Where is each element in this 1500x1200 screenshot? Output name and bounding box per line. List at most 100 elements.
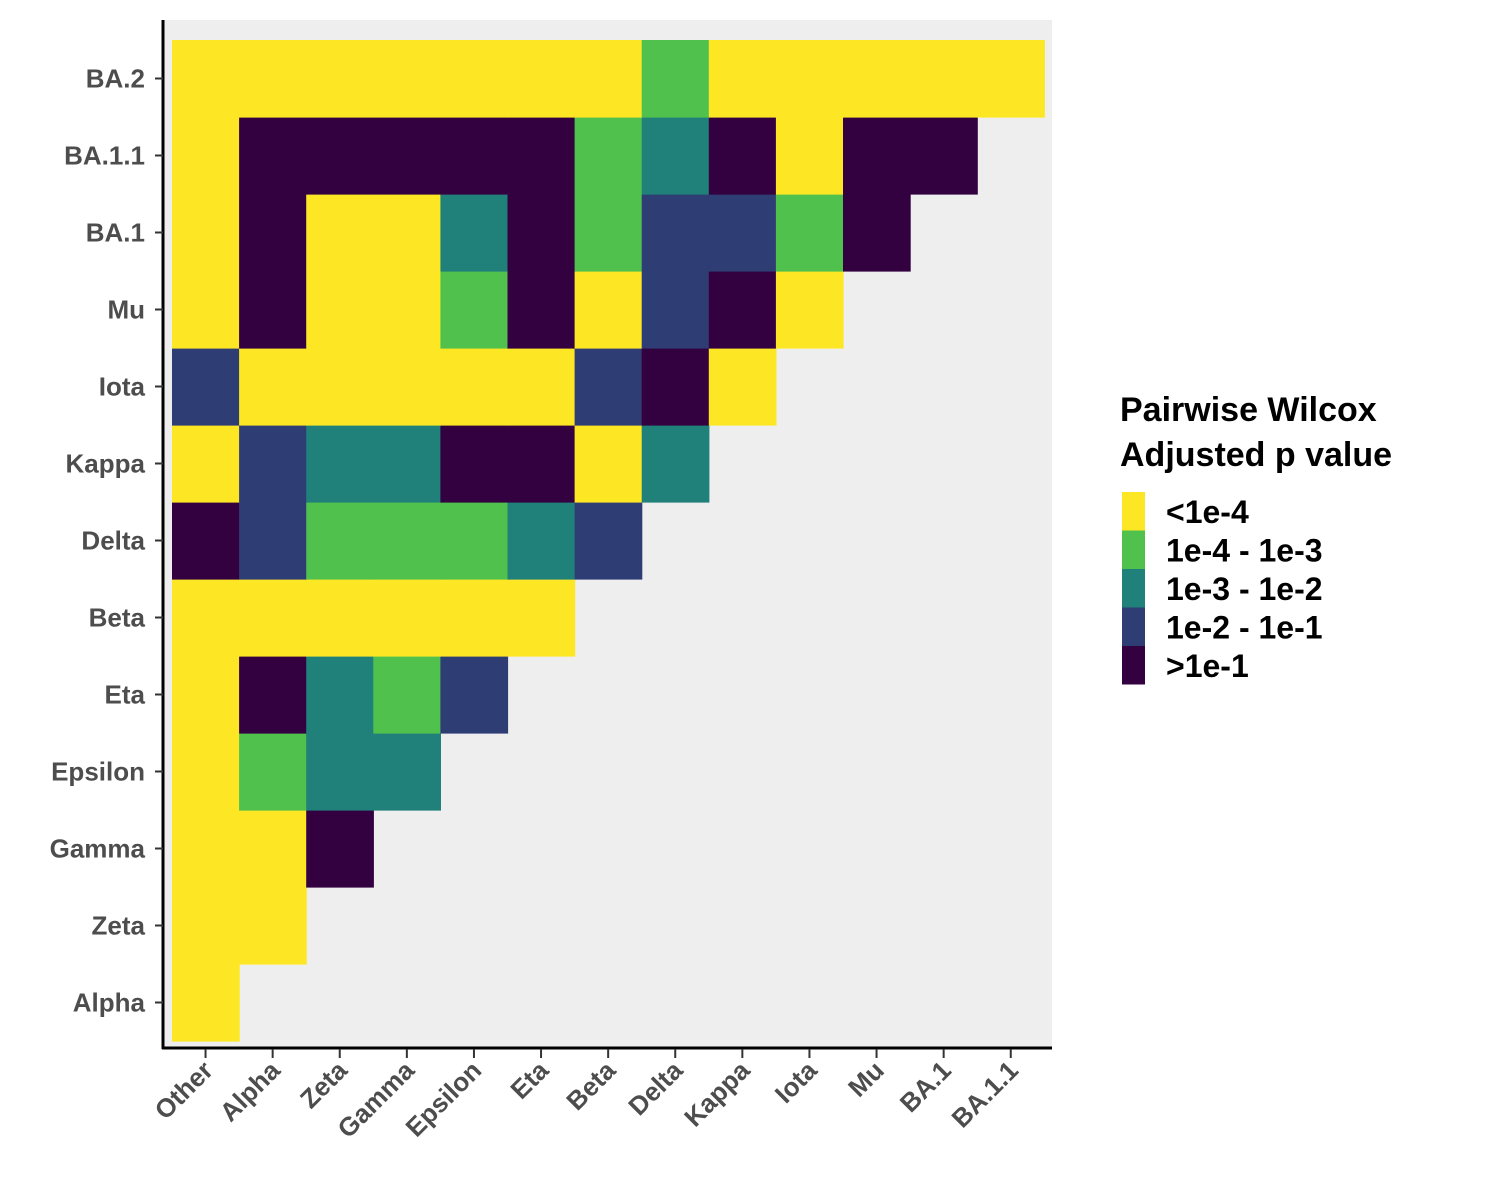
heatmap-cell: [440, 656, 509, 734]
heatmap-cell: [239, 194, 307, 272]
y-tick-label: Gamma: [50, 834, 146, 864]
heatmap-cell: [440, 348, 509, 426]
x-tick-label: BA.1: [894, 1055, 957, 1118]
legend-entries: <1e-41e-4 - 1e-31e-3 - 1e-21e-2 - 1e-1>1…: [1122, 492, 1323, 685]
heatmap-cell: [910, 117, 978, 195]
heatmap-cell: [507, 579, 576, 657]
heatmap-cell: [306, 194, 374, 272]
heatmap-cell: [373, 579, 441, 657]
heatmap-cell: [239, 425, 307, 503]
heatmap-cell: [373, 502, 441, 580]
heatmap-cell: [440, 579, 509, 657]
heatmap-cell: [708, 117, 777, 195]
y-tick-label: Epsilon: [51, 757, 145, 787]
heatmap-cell: [239, 656, 307, 734]
y-tick-label: BA.1: [86, 218, 145, 248]
y-tick-label: BA.2: [86, 64, 145, 94]
heatmap-cell: [507, 194, 576, 272]
heatmap-cell: [641, 40, 710, 118]
heatmap-cell: [574, 194, 643, 272]
heatmap-cell: [775, 271, 844, 349]
heatmap-cell: [172, 348, 240, 426]
heatmap-cell: [306, 348, 374, 426]
x-tick-label: Other: [149, 1055, 219, 1125]
heatmap-cell: [708, 348, 777, 426]
heatmap-cell: [507, 425, 576, 503]
heatmap-cell: [373, 733, 441, 811]
y-tick-label: Beta: [89, 603, 146, 633]
heatmap-cell: [373, 425, 441, 503]
heatmap-cell: [574, 348, 643, 426]
x-tick-label: BA.1.1: [946, 1055, 1024, 1133]
heatmap-cell: [977, 40, 1045, 118]
heatmap-cell: [574, 117, 643, 195]
heatmap-cell: [239, 40, 307, 118]
heatmap-cell: [239, 887, 307, 965]
heatmap-cell: [172, 656, 240, 734]
x-tick-label: Eta: [504, 1055, 554, 1105]
legend-label: 1e-2 - 1e-1: [1166, 610, 1323, 646]
heatmap-cell: [574, 271, 643, 349]
heatmap-cell: [708, 271, 777, 349]
heatmap-cell: [843, 194, 911, 272]
heatmap-cell: [239, 117, 307, 195]
heatmap-cell: [239, 810, 307, 888]
y-tick-label: Iota: [99, 372, 146, 402]
heatmap-cell: [843, 40, 911, 118]
legend-key: [1122, 607, 1145, 646]
x-tick-label: Alpha: [214, 1055, 287, 1128]
y-tick-label: BA.1.1: [64, 141, 145, 171]
heatmap-cell: [172, 425, 240, 503]
legend-label: 1e-4 - 1e-3: [1166, 533, 1323, 569]
heatmap-cell: [440, 502, 509, 580]
x-tick-label: Mu: [842, 1055, 890, 1103]
heatmap-cell: [172, 194, 240, 272]
heatmap-cell: [708, 194, 777, 272]
heatmap-cell: [507, 271, 576, 349]
heatmap-cell: [172, 964, 240, 1042]
x-tick-label: Kappa: [678, 1055, 756, 1133]
heatmap-cell: [507, 40, 576, 118]
heatmap-cells: [172, 40, 1045, 1042]
heatmap-cell: [708, 40, 777, 118]
y-tick-label: Eta: [105, 680, 146, 710]
legend-title-line-1: Pairwise Wilcox: [1120, 391, 1377, 429]
heatmap-cell: [172, 579, 240, 657]
heatmap-cell: [574, 425, 643, 503]
legend-key: [1122, 569, 1145, 608]
heatmap-cell: [641, 194, 710, 272]
heatmap-cell: [507, 117, 576, 195]
y-tick-label: Zeta: [92, 911, 146, 941]
x-tick-label: Beta: [560, 1055, 621, 1116]
heatmap-cell: [440, 425, 509, 503]
heatmap-cell: [373, 117, 441, 195]
heatmap-cell: [239, 579, 307, 657]
heatmap-cell: [641, 425, 710, 503]
heatmap-cell: [440, 194, 509, 272]
heatmap-cell: [306, 271, 374, 349]
legend-label: 1e-3 - 1e-2: [1166, 571, 1323, 607]
heatmap-cell: [306, 656, 374, 734]
heatmap-cell: [641, 348, 710, 426]
legend-key: [1122, 646, 1145, 685]
heatmap-cell: [373, 271, 441, 349]
legend-label: >1e-1: [1166, 648, 1249, 684]
y-tick-label: Mu: [107, 295, 145, 325]
heatmap-cell: [239, 271, 307, 349]
legend-label: <1e-4: [1166, 494, 1249, 530]
y-tick-label: Kappa: [66, 449, 146, 479]
heatmap-cell: [373, 194, 441, 272]
heatmap-cell: [507, 502, 576, 580]
heatmap-cell: [440, 117, 509, 195]
heatmap-cell: [910, 40, 978, 118]
x-tick-label: Iota: [769, 1055, 823, 1109]
heatmap-cell: [440, 40, 509, 118]
heatmap-cell: [306, 579, 374, 657]
heatmap-cell: [775, 40, 844, 118]
heatmap-cell: [373, 656, 441, 734]
heatmap-cell: [172, 810, 240, 888]
heatmap-cell: [239, 348, 307, 426]
heatmap-cell: [306, 502, 374, 580]
